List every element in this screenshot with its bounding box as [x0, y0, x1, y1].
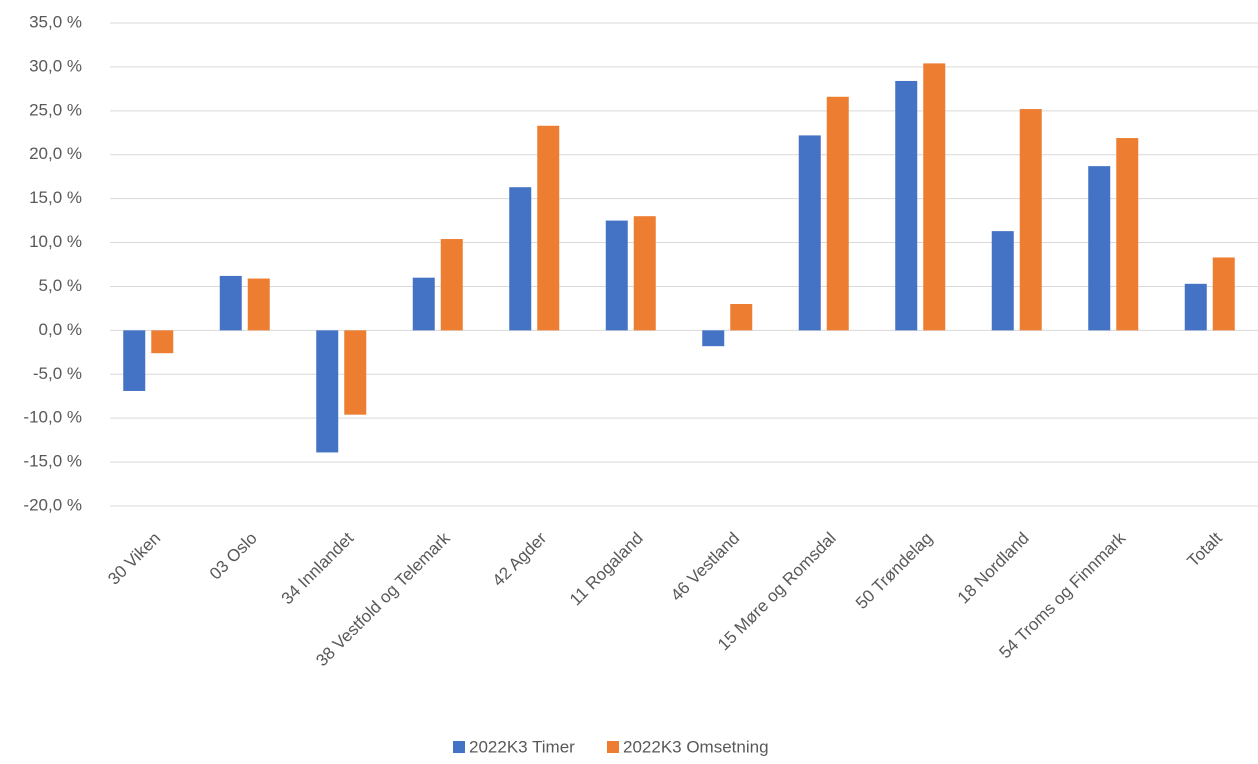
y-tick-label: 35,0 % [29, 12, 82, 31]
bar [991, 231, 1014, 331]
x-tick-label: 03 Oslo [206, 529, 261, 584]
bar [316, 330, 339, 453]
bar [1116, 138, 1139, 331]
y-tick-label: -20,0 % [23, 495, 82, 514]
legend-swatch [607, 741, 619, 753]
x-tick-label: 50 Trøndelag [852, 529, 936, 613]
bar [537, 125, 560, 331]
y-tick-label: -15,0 % [23, 452, 82, 471]
bar [440, 239, 463, 331]
x-tick-label: 30 Viken [104, 529, 164, 589]
x-tick-label: 46 Vestland [667, 529, 743, 605]
bar [605, 220, 628, 331]
legend-label: 2022K3 Timer [469, 737, 575, 756]
bar [895, 80, 918, 331]
y-tick-label: 20,0 % [29, 144, 82, 163]
y-tick-label: -10,0 % [23, 408, 82, 427]
bar [826, 96, 849, 331]
y-tick-label: 25,0 % [29, 100, 82, 119]
bar [247, 278, 270, 331]
bar [1019, 109, 1042, 331]
bar [509, 187, 532, 331]
y-tick-label: -5,0 % [33, 364, 82, 383]
y-tick-label: 15,0 % [29, 188, 82, 207]
bar [1212, 257, 1235, 331]
bar [219, 275, 242, 331]
y-tick-label: 30,0 % [29, 56, 82, 75]
bar [730, 304, 753, 331]
x-tick-label: 18 Nordland [954, 529, 1033, 608]
bar [1184, 283, 1207, 331]
bar [798, 135, 821, 331]
y-tick-label: 5,0 % [39, 276, 82, 295]
legend-label: 2022K3 Omsetning [623, 737, 769, 756]
x-tick-label: 11 Rogaland [566, 529, 647, 610]
bar [412, 277, 435, 331]
x-tick-label: Totalt [1184, 528, 1226, 570]
bar [633, 216, 656, 331]
legend-swatch [453, 741, 465, 753]
y-tick-label: 0,0 % [39, 320, 82, 339]
bar [1088, 166, 1111, 331]
x-tick-label: 42 Agder [489, 528, 551, 590]
bar [123, 330, 146, 391]
bar [151, 330, 174, 354]
y-tick-label: 10,0 % [29, 232, 82, 251]
bar [923, 63, 946, 331]
bar [344, 330, 367, 415]
bar [702, 330, 725, 347]
x-tick-label: 34 Innlandet [278, 528, 358, 608]
